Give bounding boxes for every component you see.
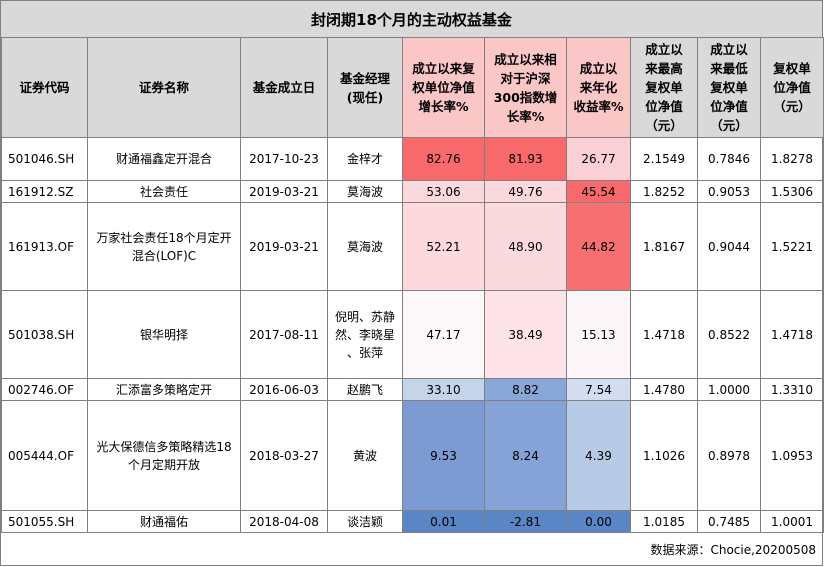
cell-rel-hs300: -2.81 bbox=[484, 510, 567, 533]
cell-code: 161913.OF bbox=[1, 202, 88, 291]
cell-min-nav: 0.8978 bbox=[697, 400, 761, 511]
cell-code: 501055.SH bbox=[1, 510, 88, 533]
cell-rel-hs300: 8.82 bbox=[484, 378, 567, 401]
cell-rel-hs300: 49.76 bbox=[484, 180, 567, 203]
cell-name: 财通福佑 bbox=[87, 510, 241, 533]
cell-code: 501038.SH bbox=[1, 290, 88, 379]
cell-rel-hs300: 48.90 bbox=[484, 202, 567, 291]
cell-min-nav: 0.8522 bbox=[697, 290, 761, 379]
cell-date: 2016-06-03 bbox=[240, 378, 328, 401]
cell-nav-growth: 53.06 bbox=[402, 180, 485, 203]
cell-annual: 15.13 bbox=[566, 290, 631, 379]
table-row: 002746.OF 汇添富多策略定开 2016-06-03 赵鹏飞 33.10 8.82 7… bbox=[1, 378, 824, 401]
table-body: 501046.SH 财通福鑫定开混合 2017-10-23 金梓才 82.76 81.93… bbox=[1, 137, 824, 533]
cell-nav: 1.3310 bbox=[760, 378, 824, 401]
cell-rel-hs300: 81.93 bbox=[484, 137, 567, 181]
table-row: 005444.OF 光大保德信多策略精选18 个月定期开放 2018-03-27 黄波 9… bbox=[1, 400, 824, 511]
cell-rel-hs300: 8.24 bbox=[484, 400, 567, 511]
cell-max-nav: 1.1026 bbox=[630, 400, 698, 511]
header-row: 证券代码 证券名称 基金成立日 基金经理 (现任) 成立以来复 权单位净值 增长率% … bbox=[1, 37, 824, 138]
cell-annual: 4.39 bbox=[566, 400, 631, 511]
cell-max-nav: 1.8252 bbox=[630, 180, 698, 203]
cell-date: 2019-03-21 bbox=[240, 202, 328, 291]
cell-nav: 1.5221 bbox=[760, 202, 824, 291]
table-row: 161912.SZ 社会责任 2019-03-21 莫海波 53.06 49.76 45.5… bbox=[1, 180, 824, 203]
header-nav-growth: 成立以来复 权单位净值 增长率% bbox=[402, 37, 485, 138]
cell-code: 005444.OF bbox=[1, 400, 88, 511]
cell-rel-hs300: 38.49 bbox=[484, 290, 567, 379]
cell-date: 2017-08-11 bbox=[240, 290, 328, 379]
cell-min-nav: 0.7485 bbox=[697, 510, 761, 533]
cell-annual: 7.54 bbox=[566, 378, 631, 401]
cell-manager: 莫海波 bbox=[327, 202, 403, 291]
cell-date: 2018-03-27 bbox=[240, 400, 328, 511]
cell-max-nav: 1.8167 bbox=[630, 202, 698, 291]
data-source-note: 数据来源：Chocie,20200508 bbox=[650, 543, 816, 557]
header-rel-hs300: 成立以来相 对于沪深 300指数增 长率% bbox=[484, 37, 567, 138]
cell-name: 社会责任 bbox=[87, 180, 241, 203]
cell-code: 501046.SH bbox=[1, 137, 88, 181]
cell-min-nav: 0.9053 bbox=[697, 180, 761, 203]
header-annual: 成立以 来年化 收益率% bbox=[566, 37, 631, 138]
cell-nav-growth: 9.53 bbox=[402, 400, 485, 511]
cell-manager: 赵鹏飞 bbox=[327, 378, 403, 401]
cell-manager: 谈洁颖 bbox=[327, 510, 403, 533]
cell-manager: 莫海波 bbox=[327, 180, 403, 203]
cell-date: 2017-10-23 bbox=[240, 137, 328, 181]
header-min-nav: 成立以 来最低 复权单 位净值 （元） bbox=[697, 37, 761, 138]
header-nav: 复权单 位净值 （元） bbox=[760, 37, 824, 138]
cell-name: 万家社会责任18个月定开 混合(LOF)C bbox=[87, 202, 241, 291]
cell-nav-growth: 47.17 bbox=[402, 290, 485, 379]
cell-max-nav: 2.1549 bbox=[630, 137, 698, 181]
cell-manager: 黄波 bbox=[327, 400, 403, 511]
cell-name: 银华明择 bbox=[87, 290, 241, 379]
table-row: 501055.SH 财通福佑 2018-04-08 谈洁颖 0.01 -2.81 0.00 1… bbox=[1, 510, 824, 533]
cell-annual: 0.00 bbox=[566, 510, 631, 533]
table-row: 501046.SH 财通福鑫定开混合 2017-10-23 金梓才 82.76 81.93… bbox=[1, 137, 824, 181]
header-date: 基金成立日 bbox=[240, 37, 328, 138]
table-title: 封闭期18个月的主动权益基金 bbox=[1, 1, 822, 38]
cell-nav: 1.0001 bbox=[760, 510, 824, 533]
cell-name: 汇添富多策略定开 bbox=[87, 378, 241, 401]
cell-code: 161912.SZ bbox=[1, 180, 88, 203]
cell-manager: 倪明、苏静 然、李晓星 、张萍 bbox=[327, 290, 403, 379]
cell-nav: 1.5306 bbox=[760, 180, 824, 203]
cell-nav-growth: 52.21 bbox=[402, 202, 485, 291]
header-name: 证券名称 bbox=[87, 37, 241, 138]
cell-name: 财通福鑫定开混合 bbox=[87, 137, 241, 181]
cell-nav-growth: 33.10 bbox=[402, 378, 485, 401]
cell-name: 光大保德信多策略精选18 个月定期开放 bbox=[87, 400, 241, 511]
cell-min-nav: 0.7846 bbox=[697, 137, 761, 181]
cell-annual: 45.54 bbox=[566, 180, 631, 203]
cell-min-nav: 1.0000 bbox=[697, 378, 761, 401]
cell-nav: 1.4718 bbox=[760, 290, 824, 379]
fund-table: 证券代码 证券名称 基金成立日 基金经理 (现任) 成立以来复 权单位净值 增长率% … bbox=[1, 37, 824, 533]
cell-date: 2019-03-21 bbox=[240, 180, 328, 203]
header-max-nav: 成立以 来最高 复权单 位净值 （元） bbox=[630, 37, 698, 138]
cell-nav-growth: 0.01 bbox=[402, 510, 485, 533]
cell-date: 2018-04-08 bbox=[240, 510, 328, 533]
cell-max-nav: 1.4718 bbox=[630, 290, 698, 379]
table-row: 501038.SH 银华明择 2017-08-11 倪明、苏静 然、李晓星 、张萍 47.1… bbox=[1, 290, 824, 379]
header-code: 证券代码 bbox=[1, 37, 88, 138]
cell-code: 002746.OF bbox=[1, 378, 88, 401]
cell-nav: 1.0953 bbox=[760, 400, 824, 511]
cell-max-nav: 1.0185 bbox=[630, 510, 698, 533]
cell-annual: 44.82 bbox=[566, 202, 631, 291]
cell-nav: 1.8278 bbox=[760, 137, 824, 181]
cell-min-nav: 0.9044 bbox=[697, 202, 761, 291]
cell-nav-growth: 82.76 bbox=[402, 137, 485, 181]
header-manager: 基金经理 (现任) bbox=[327, 37, 403, 138]
table-row: 161913.OF 万家社会责任18个月定开 混合(LOF)C 2019-03-21 莫… bbox=[1, 202, 824, 291]
cell-manager: 金梓才 bbox=[327, 137, 403, 181]
cell-annual: 26.77 bbox=[566, 137, 631, 181]
cell-max-nav: 1.4780 bbox=[630, 378, 698, 401]
